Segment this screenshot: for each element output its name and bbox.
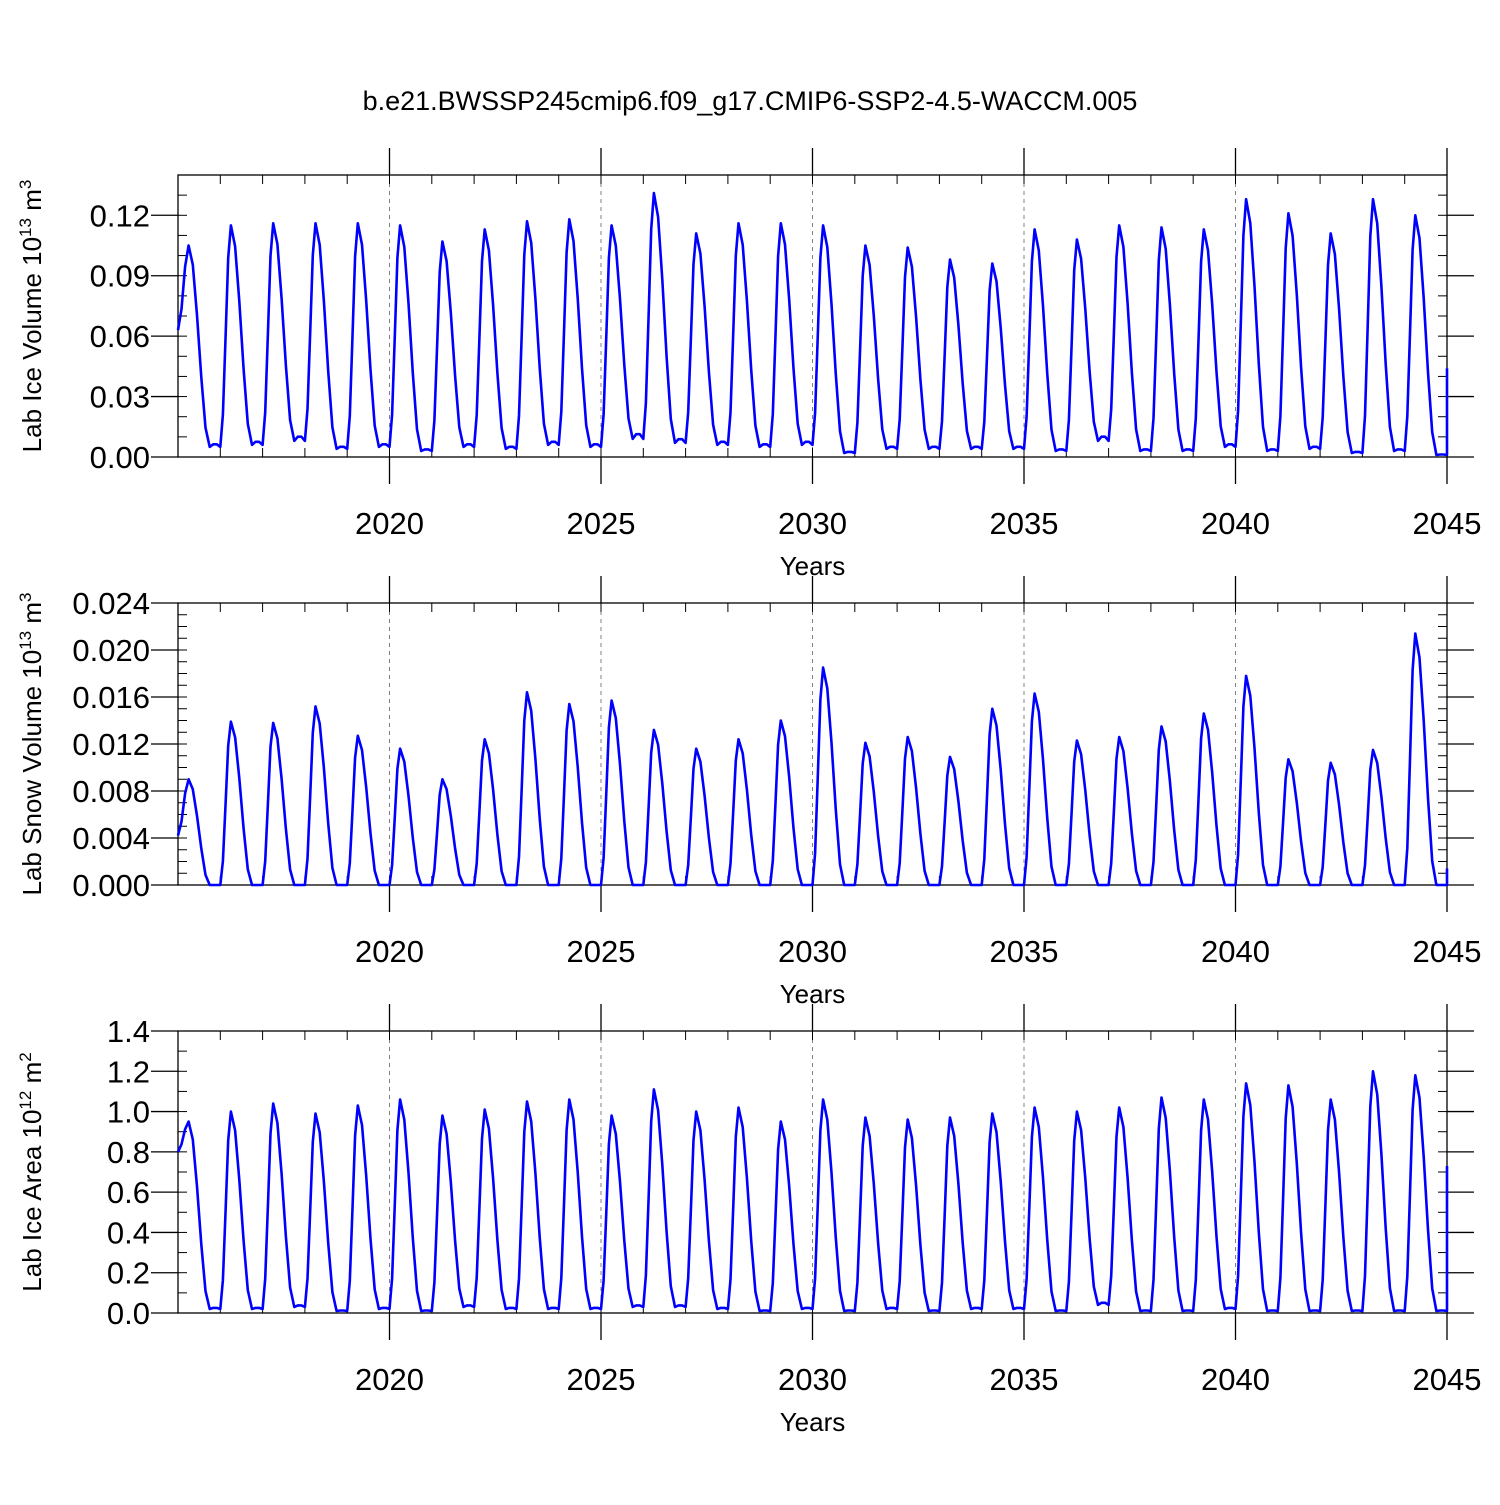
x-tick-label: 2020 [355, 1362, 424, 1397]
x-tick-label: 2040 [1201, 506, 1270, 541]
y-tick-label: 0.000 [72, 868, 150, 903]
x-tick-label: 2035 [990, 934, 1059, 969]
y-tick-label: 0.012 [72, 727, 150, 762]
y-tick-label: 0.09 [90, 259, 150, 294]
y-axis-label: Lab Ice Volume 1013 m3 [16, 180, 47, 453]
series-line-lab-ice-volume [176, 191, 1449, 457]
x-tick-label: 2035 [990, 1362, 1059, 1397]
figure-title: b.e21.BWSSP245cmip6.f09_g17.CMIP6-SSP2-4… [363, 86, 1138, 116]
series-line-lab-snow-volume [176, 632, 1449, 887]
y-axis-label-ylabel-sup: 12 [16, 1091, 35, 1110]
y-axis-label-ylabel: Lab Snow Volume 10 [17, 650, 47, 896]
y-axis-label: Lab Ice Area 1012 m2 [16, 1052, 47, 1291]
x-tick-label: 2035 [990, 506, 1059, 541]
y-axis-label-ylabel-unit-sup: 2 [16, 1052, 35, 1061]
x-tick-label: 2030 [778, 506, 847, 541]
y-axis-label-ylabel-unit: m [17, 1062, 47, 1091]
y-tick-label: 0.004 [72, 821, 150, 856]
x-tick-label: 2030 [778, 934, 847, 969]
y-axis-label-ylabel-sup: 13 [16, 631, 35, 650]
x-tick-label: 2025 [567, 506, 636, 541]
y-tick-label: 0.8 [107, 1135, 150, 1170]
y-axis-label: Lab Snow Volume 1013 m3 [16, 592, 47, 895]
x-tick-label: 2025 [567, 934, 636, 969]
x-axis-label: Years [780, 1407, 846, 1437]
x-tick-label: 2045 [1413, 506, 1482, 541]
y-axis-label-ylabel: Lab Ice Area 10 [17, 1110, 47, 1292]
x-tick-label: 2040 [1201, 1362, 1270, 1397]
y-tick-label: 1.2 [107, 1054, 150, 1089]
y-tick-label: 0.2 [107, 1256, 150, 1291]
y-axis-label-ylabel-unit: m [17, 602, 47, 631]
y-axis-label-ylabel-unit: m [17, 189, 47, 218]
y-tick-label: 0.03 [90, 380, 150, 415]
x-tick-label: 2020 [355, 934, 424, 969]
x-tick-label: 2040 [1201, 934, 1270, 969]
panel-1: 0.00 0.03 0.06 0.09 0.12 2020 2025 2030 2035 2040… [16, 148, 1481, 581]
y-axis-label-ylabel-sup: 13 [16, 218, 35, 237]
y-tick-label: 0.0 [107, 1296, 150, 1331]
y-tick-label: 1.4 [107, 1014, 150, 1049]
y-axis-label-ylabel-unit-sup: 3 [16, 180, 35, 189]
x-tick-label: 2025 [567, 1362, 636, 1397]
panel-3: 0.0 0.2 0.4 0.6 0.8 1.0 1.2 1.4 2020 2025 2030 2035… [16, 1004, 1481, 1437]
y-axis-label-ylabel: Lab Ice Volume 10 [17, 237, 47, 452]
y-tick-label: 0.06 [90, 319, 150, 354]
x-tick-label: 2045 [1413, 1362, 1482, 1397]
x-tick-label: 2045 [1413, 934, 1482, 969]
y-tick-label: 0.00 [90, 440, 150, 475]
panel-2: 0.000 0.004 0.008 0.012 0.016 0.020 0.024 2020 2… [16, 576, 1481, 1009]
x-tick-label: 2020 [355, 506, 424, 541]
y-tick-label: 0.6 [107, 1175, 150, 1210]
series-line-lab-ice-area [176, 1070, 1449, 1313]
y-tick-label: 0.024 [72, 586, 150, 621]
y-tick-label: 0.016 [72, 680, 150, 715]
y-tick-label: 0.008 [72, 774, 150, 809]
y-tick-label: 0.020 [72, 633, 150, 668]
y-tick-label: 1.0 [107, 1095, 150, 1130]
x-tick-label: 2030 [778, 1362, 847, 1397]
y-tick-label: 0.4 [107, 1215, 150, 1250]
y-tick-label: 0.12 [90, 198, 150, 233]
y-axis-label-ylabel-unit-sup: 3 [16, 592, 35, 601]
